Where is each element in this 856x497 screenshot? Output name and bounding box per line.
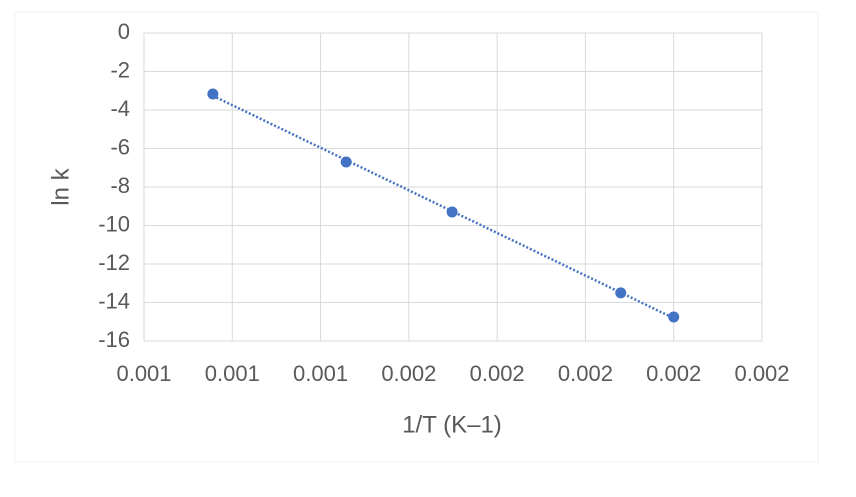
point: [340, 156, 352, 168]
point: [207, 88, 219, 100]
y-tick-label: -4: [110, 96, 130, 121]
y-tick-label: -6: [110, 134, 130, 159]
y-tick-label: -2: [110, 57, 130, 82]
x-tick-label: 0.002: [646, 361, 701, 386]
y-tick-label: -16: [98, 327, 130, 352]
x-tick-label: 0.001: [205, 361, 260, 386]
y-tick-label: 0: [118, 19, 130, 44]
x-tick-label: 0.001: [116, 361, 171, 386]
x-tick-label: 0.001: [293, 361, 348, 386]
chart-frame: [14, 11, 819, 463]
point: [615, 287, 627, 299]
x-tick-label: 0.002: [381, 361, 436, 386]
x-tick-label: 0.002: [470, 361, 525, 386]
y-tick-label: -8: [110, 173, 130, 198]
y-tick-label: -12: [98, 250, 130, 275]
y-tick-label: -14: [98, 288, 130, 313]
x-axis-title: 1/T (K–1): [402, 411, 502, 438]
point: [668, 311, 680, 323]
y-tick-label: -10: [98, 211, 130, 236]
point: [446, 206, 458, 218]
trendline: [212, 94, 675, 320]
x-tick-label: 0.002: [734, 361, 789, 386]
x-tick-label: 0.002: [558, 361, 613, 386]
y-axis-title: ln k: [47, 167, 74, 205]
